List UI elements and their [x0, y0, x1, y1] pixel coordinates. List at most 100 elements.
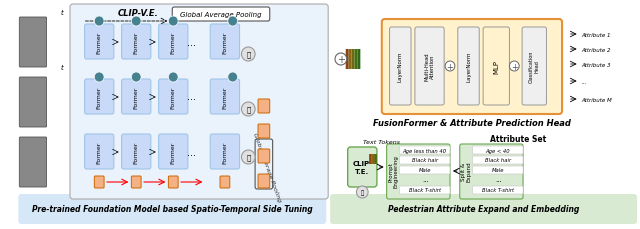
Circle shape — [241, 48, 255, 62]
FancyBboxPatch shape — [159, 25, 188, 60]
Text: Former: Former — [134, 86, 139, 108]
FancyBboxPatch shape — [330, 194, 637, 224]
Text: MLP: MLP — [493, 60, 499, 74]
FancyBboxPatch shape — [19, 18, 47, 68]
Text: Global Average Pooling: Global Average Pooling — [252, 132, 282, 202]
Text: t: t — [61, 65, 63, 71]
Text: +: + — [337, 55, 345, 65]
Text: Former: Former — [222, 141, 227, 163]
FancyBboxPatch shape — [483, 28, 509, 106]
FancyBboxPatch shape — [84, 134, 114, 169]
Text: FusionFormer & Attribute Prediction Head: FusionFormer & Attribute Prediction Head — [374, 118, 572, 127]
FancyBboxPatch shape — [220, 176, 230, 188]
Circle shape — [168, 73, 178, 83]
Circle shape — [131, 17, 141, 27]
Text: ...: ... — [495, 176, 502, 182]
FancyBboxPatch shape — [399, 146, 450, 154]
FancyBboxPatch shape — [522, 28, 547, 106]
FancyBboxPatch shape — [357, 50, 360, 70]
FancyBboxPatch shape — [373, 154, 375, 164]
FancyBboxPatch shape — [369, 154, 371, 164]
FancyBboxPatch shape — [371, 154, 373, 164]
FancyBboxPatch shape — [84, 80, 114, 114]
FancyBboxPatch shape — [399, 186, 450, 194]
Circle shape — [335, 54, 347, 66]
Text: Black T-shirt: Black T-shirt — [482, 188, 514, 193]
Text: Pre-trained Foundation Model based Spatio-Temporal Side Tuning: Pre-trained Foundation Model based Spati… — [32, 204, 313, 214]
Text: CLIP-V.E.: CLIP-V.E. — [118, 8, 159, 17]
Text: Former: Former — [222, 86, 227, 108]
FancyBboxPatch shape — [415, 28, 444, 106]
FancyBboxPatch shape — [348, 147, 377, 187]
Circle shape — [241, 150, 255, 164]
Circle shape — [168, 17, 178, 27]
Text: ...: ... — [582, 79, 587, 84]
FancyBboxPatch shape — [460, 144, 523, 199]
Text: Attribute M: Attribute M — [582, 97, 612, 102]
FancyBboxPatch shape — [346, 50, 349, 70]
FancyBboxPatch shape — [19, 137, 47, 187]
FancyBboxPatch shape — [258, 149, 269, 163]
FancyBboxPatch shape — [399, 156, 450, 164]
FancyBboxPatch shape — [122, 134, 151, 169]
Text: LayerNorm: LayerNorm — [398, 52, 403, 82]
FancyBboxPatch shape — [122, 80, 151, 114]
FancyBboxPatch shape — [387, 144, 450, 199]
Text: Former: Former — [134, 31, 139, 53]
FancyBboxPatch shape — [349, 50, 351, 70]
Text: Global Average Pooling: Global Average Pooling — [180, 12, 262, 18]
Text: Attribute Set: Attribute Set — [490, 135, 547, 144]
Text: ...: ... — [188, 92, 196, 102]
Text: 🔒: 🔒 — [361, 189, 364, 195]
FancyBboxPatch shape — [399, 166, 450, 174]
FancyBboxPatch shape — [355, 50, 357, 70]
FancyBboxPatch shape — [211, 25, 239, 60]
FancyBboxPatch shape — [472, 186, 523, 194]
FancyBboxPatch shape — [94, 176, 104, 188]
FancyBboxPatch shape — [70, 5, 328, 199]
Text: t: t — [61, 10, 63, 16]
Text: 🔒: 🔒 — [246, 154, 250, 161]
Text: Black hair: Black hair — [484, 158, 511, 163]
Text: Male: Male — [492, 168, 504, 173]
Text: ...: ... — [188, 147, 196, 157]
Text: Age < 40: Age < 40 — [485, 148, 510, 153]
FancyBboxPatch shape — [382, 20, 562, 115]
FancyBboxPatch shape — [19, 78, 47, 128]
Text: Attribute 1: Attribute 1 — [582, 32, 611, 37]
Circle shape — [509, 62, 519, 72]
Text: ...: ... — [188, 37, 196, 47]
Text: Black hair: Black hair — [412, 158, 438, 163]
Circle shape — [228, 73, 237, 83]
Circle shape — [131, 73, 141, 83]
Text: Former: Former — [222, 31, 227, 53]
Text: Former: Former — [171, 141, 176, 163]
Text: Black T-shirt: Black T-shirt — [409, 188, 441, 193]
Text: Split &
Expand: Split & Expand — [461, 161, 472, 182]
Text: +: + — [511, 62, 518, 71]
Text: Former: Former — [134, 141, 139, 163]
Text: LayerNorm: LayerNorm — [466, 52, 471, 82]
FancyBboxPatch shape — [168, 176, 178, 188]
Text: Pedestrian Attribute Expand and Embedding: Pedestrian Attribute Expand and Embeddin… — [388, 204, 580, 214]
Text: ...: ... — [422, 176, 429, 182]
Text: CLIP-
T.E.: CLIP- T.E. — [353, 161, 372, 174]
FancyBboxPatch shape — [84, 25, 114, 60]
Circle shape — [228, 17, 237, 27]
FancyBboxPatch shape — [211, 134, 239, 169]
Circle shape — [94, 17, 104, 27]
Text: Male: Male — [419, 168, 431, 173]
FancyBboxPatch shape — [122, 25, 151, 60]
Text: 🔒: 🔒 — [246, 106, 250, 113]
FancyBboxPatch shape — [472, 166, 523, 174]
Text: Age less than 40: Age less than 40 — [403, 148, 447, 153]
FancyBboxPatch shape — [375, 154, 377, 164]
FancyBboxPatch shape — [351, 50, 355, 70]
FancyBboxPatch shape — [472, 156, 523, 164]
FancyBboxPatch shape — [472, 146, 523, 154]
Text: Multi-Head
Attention: Multi-Head Attention — [424, 52, 435, 81]
Circle shape — [94, 73, 104, 83]
FancyBboxPatch shape — [172, 8, 269, 22]
Text: Former: Former — [171, 86, 176, 108]
Text: Former: Former — [97, 141, 102, 163]
